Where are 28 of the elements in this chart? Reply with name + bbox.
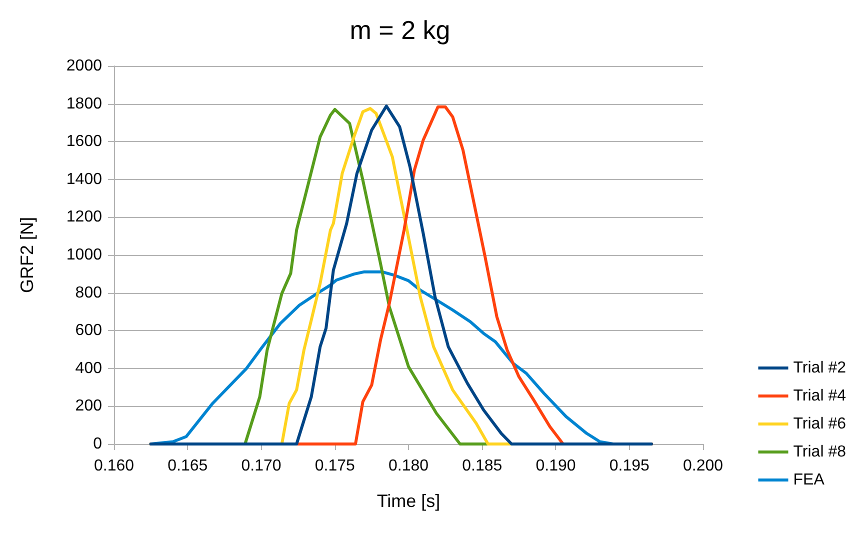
y-tick-label: 1200 — [66, 208, 102, 226]
x-tick-label: 0.180 — [388, 458, 429, 474]
y-tick-label: 1400 — [66, 170, 102, 188]
y-tick-label: 200 — [75, 398, 102, 415]
y-tick-label: 600 — [75, 322, 102, 340]
x-axis-title: Time [s] — [376, 491, 440, 511]
y-tick-label: 0 — [93, 436, 102, 452]
x-tick-label: 0.160 — [94, 458, 134, 474]
x-tick-label: 0.170 — [241, 458, 282, 474]
y-tick-label: 800 — [75, 284, 102, 302]
y-axis-title: GRF2 [N] — [17, 216, 37, 294]
x-tick-label: 0.195 — [609, 458, 650, 474]
x-tick-label: 0.165 — [168, 458, 208, 474]
x-tick-label: 0.175 — [314, 458, 355, 474]
legend-label: Trial #2 — [793, 360, 846, 376]
legend-label: Trial #8 — [793, 444, 846, 460]
y-tick-label: 1000 — [66, 246, 102, 264]
chart-title: m = 2 kg — [350, 15, 450, 45]
x-tick-label: 0.190 — [536, 458, 576, 474]
legend-label: Trial #4 — [793, 388, 846, 404]
x-tick-label: 0.200 — [682, 458, 724, 474]
y-tick-label: 2000 — [66, 58, 102, 74]
x-tick-label: 0.185 — [462, 458, 502, 474]
legend-label: FEA — [793, 472, 825, 488]
y-tick-label: 1800 — [66, 95, 102, 112]
y-tick-label: 400 — [75, 360, 102, 377]
y-tick-label: 1600 — [66, 133, 102, 150]
legend-label: Trial #6 — [793, 416, 846, 432]
